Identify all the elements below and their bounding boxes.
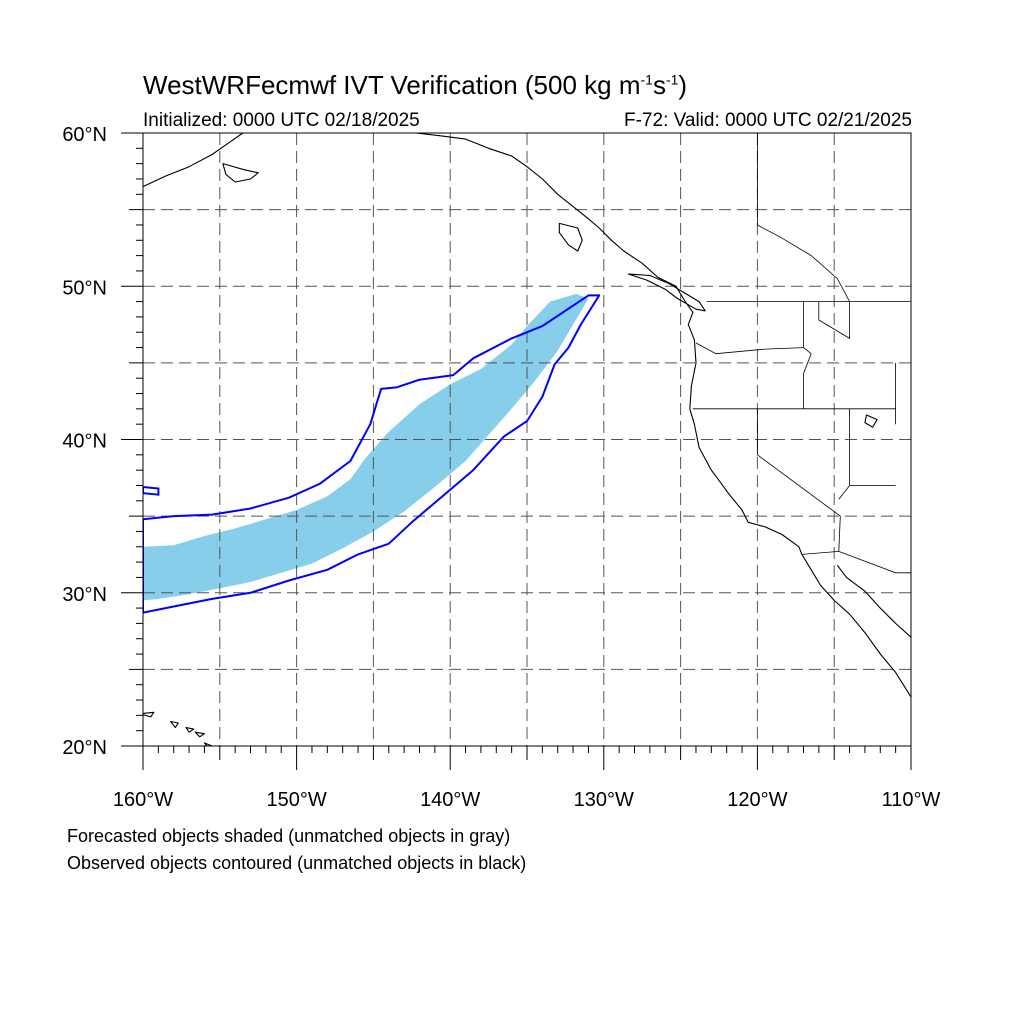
observed-objects-layer (143, 294, 601, 614)
chart-title: WestWRFecmwf IVT Verification (500 kg m-… (143, 70, 688, 100)
coastline-west-coast (327, 133, 911, 698)
lon-tick-label: 110°W (882, 789, 941, 811)
lat-tick-label: 20°N (62, 737, 107, 759)
lon-tick-label: 150°W (266, 789, 326, 811)
political-border (757, 408, 841, 552)
hawaii-island (143, 711, 155, 718)
vancouver-island (627, 273, 706, 312)
grid-lines (143, 133, 911, 746)
forecast-ivt-object (143, 293, 589, 601)
lat-tick-label: 40°N (62, 431, 107, 453)
hawaii-island (170, 720, 179, 729)
lon-tick-label: 140°W (420, 789, 480, 811)
coastline-gulf-of-california (836, 564, 911, 638)
political-border (838, 408, 850, 500)
lake (864, 414, 878, 428)
kodiak-island (222, 163, 259, 183)
forecast-objects-layer (143, 293, 589, 601)
initialized-time: Initialized: 0000 UTC 02/18/2025 (143, 110, 420, 131)
hawaii-island (203, 742, 214, 746)
lon-tick-label: 120°W (727, 789, 787, 811)
coastlines-and-borders (143, 133, 911, 746)
axis-ticks (121, 132, 912, 770)
haida-gwaii (558, 222, 583, 252)
lon-tick-label: 130°W (574, 789, 634, 811)
forecast-legend-note: Forecasted objects shaded (unmatched obj… (67, 826, 511, 846)
lat-tick-label: 60°N (62, 124, 107, 146)
lon-tick-label: 160°W (113, 789, 173, 811)
observed-legend-note: Observed objects contoured (unmatched ob… (67, 853, 527, 873)
political-border (818, 301, 850, 340)
valid-time: F-72: Valid: 0000 UTC 02/21/2025 (624, 110, 912, 131)
observed-ivt-contour-small (143, 485, 160, 496)
political-border (695, 342, 804, 355)
hawaii-island (194, 731, 205, 738)
hawaii-island (185, 727, 195, 733)
political-border (803, 301, 812, 409)
lat-tick-label: 30°N (62, 584, 107, 606)
coastline-alaska (143, 133, 244, 188)
political-border (757, 133, 850, 302)
lat-tick-label: 50°N (62, 277, 107, 299)
observed-ivt-contour (143, 294, 601, 614)
axis-labels: 60°N 50°N 40°N 30°N 20°N 160°W 150°W 140°W 130°W… (62, 124, 940, 811)
political-border (801, 550, 911, 574)
